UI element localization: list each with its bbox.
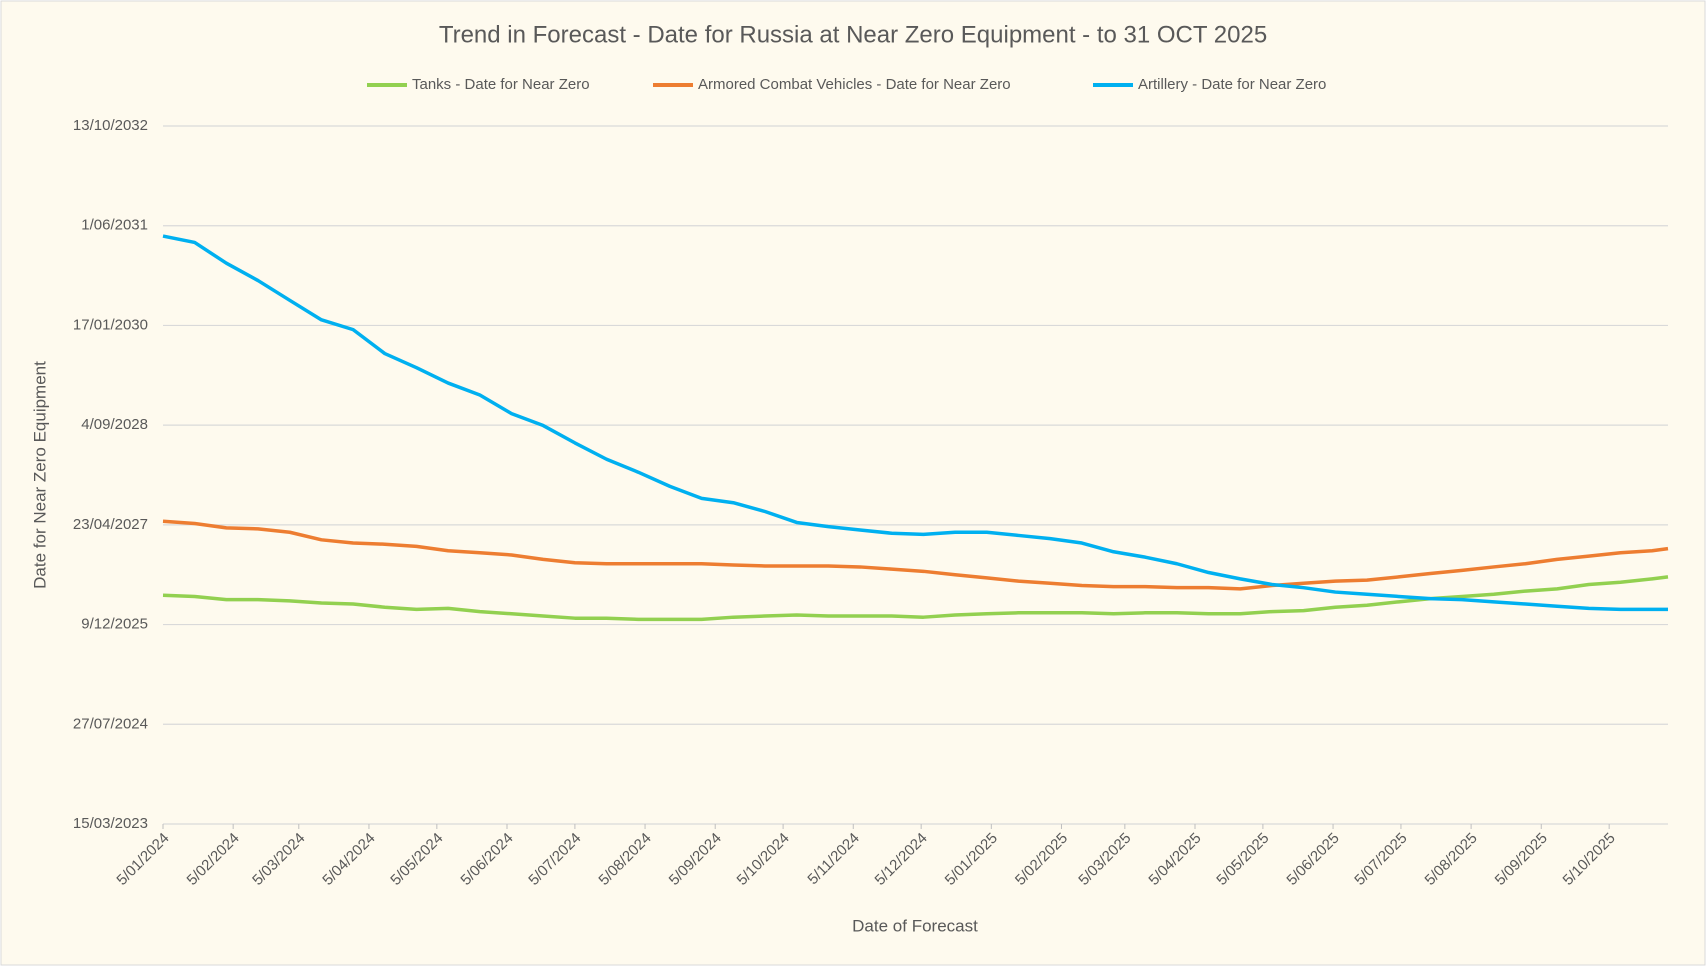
y-tick-label: 17/01/2030 [73, 316, 148, 333]
legend-label: Artillery - Date for Near Zero [1138, 76, 1326, 93]
y-tick-label: 4/09/2028 [81, 416, 148, 433]
y-tick-label: 27/07/2024 [73, 715, 148, 732]
y-tick-label: 13/10/2032 [73, 117, 148, 134]
y-tick-label: 23/04/2027 [73, 516, 148, 533]
series-line [162, 234, 1668, 612]
y-axis-title: Date for Near Zero Equipment [30, 361, 49, 589]
series-line [162, 519, 1669, 591]
legend-label: Tanks - Date for Near Zero [412, 76, 590, 93]
chart-title: Trend in Forecast - Date for Russia at N… [439, 21, 1267, 48]
legend-label: Armored Combat Vehicles - Date for Near … [698, 76, 1011, 93]
y-tick-label: 15/03/2023 [73, 815, 148, 832]
y-tick-label: 1/06/2031 [81, 217, 148, 234]
y-tick-label: 9/12/2025 [81, 616, 148, 633]
x-axis-title: Date of Forecast [852, 916, 978, 935]
